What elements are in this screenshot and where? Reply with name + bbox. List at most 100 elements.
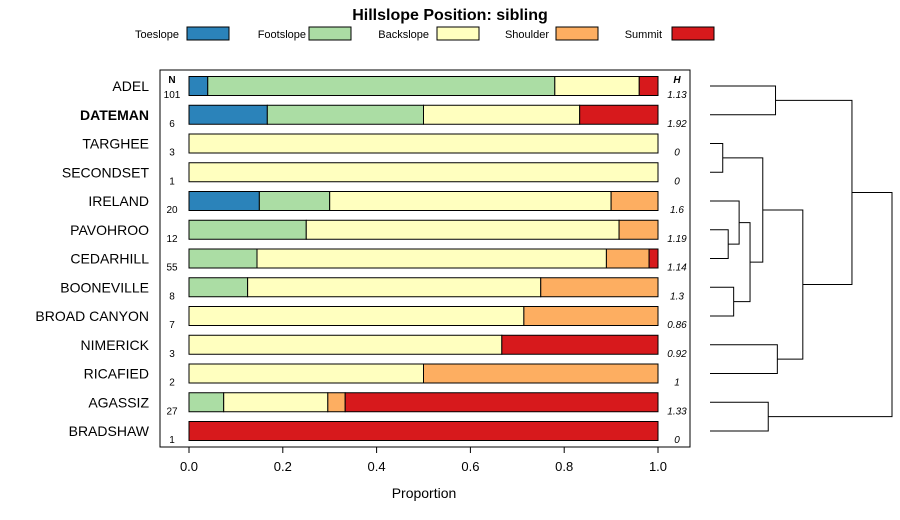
category-label: NIMERICK <box>81 337 150 353</box>
x-tick-label: 0.8 <box>555 459 573 474</box>
h-header: H <box>673 75 681 86</box>
n-count: 20 <box>166 205 178 216</box>
bar-segment-backslope <box>188 363 424 384</box>
dendrogram-branch <box>733 222 751 303</box>
h-value: 1.14 <box>667 263 687 274</box>
row-ireland: IRELAND 20 1.6 <box>88 191 684 216</box>
bar-segment-footslope <box>258 191 331 211</box>
category-label: PAVOHROO <box>70 222 149 238</box>
category-label: CEDARHILL <box>70 251 149 267</box>
dendrogram-branch <box>722 157 764 263</box>
row-broad-canyon: BROAD CANYON 7 0.86 <box>35 306 687 331</box>
category-label: DATEMAN <box>80 107 149 123</box>
h-value: 0.92 <box>667 349 687 360</box>
h-value: 1.6 <box>670 205 684 216</box>
x-axis-label: Proportion <box>392 485 457 501</box>
dendrogram-branch <box>710 286 735 317</box>
n-count: 8 <box>169 291 175 302</box>
bar-segment-shoulder <box>523 306 659 326</box>
category-label: SECONDSET <box>62 164 150 180</box>
h-value: 1.3 <box>670 291 684 302</box>
x-tick-label: 0.0 <box>180 459 198 474</box>
bar-segment-footslope <box>188 392 225 413</box>
bar-segment-backslope <box>188 334 503 355</box>
row-adel: ADEL 101 1.13 <box>112 76 687 101</box>
bar-segment-summit <box>579 104 659 125</box>
legend: Toeslope Footslope Backslope Shoulder Summit <box>135 26 715 41</box>
bar-segment-summit <box>638 76 659 96</box>
n-count: 7 <box>169 320 175 331</box>
h-value: 0.86 <box>667 320 687 331</box>
bar-segment-footslope <box>266 104 424 125</box>
row-agassiz: AGASSIZ 27 1.33 <box>88 392 687 417</box>
legend-swatch-shoulder <box>555 26 599 41</box>
x-axis: 0.0 0.2 0.4 0.6 0.8 1.0 <box>180 447 667 474</box>
bar-segment-footslope <box>188 219 307 240</box>
legend-label-summit: Summit <box>625 29 662 41</box>
row-pavohroo: PAVOHROO 12 1.19 <box>70 219 687 245</box>
legend-swatch-toeslope <box>186 26 230 41</box>
legend-label-shoulder: Shoulder <box>505 29 549 41</box>
category-label: IRELAND <box>88 193 149 209</box>
row-secondset: SECONDSET 1 0 <box>62 162 680 187</box>
row-cedarhill: CEDARHILL 55 1.14 <box>70 248 687 274</box>
row-targhee: TARGHEE 3 0 <box>82 133 680 159</box>
x-tick-label: 1.0 <box>649 459 667 474</box>
legend-label-toeslope: Toeslope <box>135 29 179 41</box>
category-label: BRADSHAW <box>69 423 150 439</box>
bar-segment-toeslope <box>188 104 268 125</box>
n-count: 3 <box>169 349 175 360</box>
bar-segment-backslope <box>188 306 525 326</box>
dendrogram-branch <box>768 191 893 418</box>
bar-segment-backslope <box>247 277 542 298</box>
category-label: ADEL <box>112 78 149 94</box>
h-value: 1 <box>674 378 680 389</box>
category-label: RICAFIED <box>84 366 149 382</box>
n-count: 2 <box>169 378 175 389</box>
x-tick-label: 0.6 <box>461 459 479 474</box>
row-dateman: DATEMAN 6 1.92 <box>80 104 687 130</box>
bar-segment-shoulder <box>540 277 659 298</box>
row-nimerick: NIMERICK 3 0.92 <box>81 334 687 360</box>
n-count: 1 <box>169 176 175 187</box>
bar-segment-footslope <box>207 76 556 96</box>
dendrogram-branch <box>710 344 778 374</box>
plot-frame <box>159 69 691 448</box>
category-label: TARGHEE <box>82 136 149 152</box>
dendrogram-branch <box>710 143 724 173</box>
bar-segment-footslope <box>188 277 249 298</box>
bar-segment-shoulder <box>423 363 659 384</box>
h-value: 1.92 <box>667 119 687 130</box>
bar-segment-toeslope <box>188 191 260 211</box>
n-count: 12 <box>166 234 178 245</box>
h-value: 1.19 <box>667 234 687 245</box>
dendrogram-branch <box>710 200 740 245</box>
row-bradshaw: BRADSHAW 1 0 <box>69 421 680 446</box>
bar-segment-backslope <box>423 104 581 125</box>
chart-title: Hillslope Position: sibling <box>352 7 548 24</box>
n-header: N <box>168 75 175 86</box>
n-count: 6 <box>169 119 175 130</box>
legend-label-backslope: Backslope <box>378 29 429 41</box>
n-count: 27 <box>166 406 178 417</box>
n-count: 55 <box>166 263 178 274</box>
h-value: 0 <box>674 148 680 159</box>
bar-segment-backslope <box>223 392 329 413</box>
bar-segment-toeslope <box>188 76 209 96</box>
category-label: BROAD CANYON <box>35 308 149 324</box>
bar-segment-backslope <box>305 219 620 240</box>
h-value: 0 <box>674 435 680 446</box>
bar-segment-backslope <box>329 191 612 211</box>
bar-segment-backslope <box>554 76 640 96</box>
x-tick-label: 0.4 <box>368 459 386 474</box>
bar-segment-backslope <box>188 162 659 183</box>
h-value: 1.33 <box>667 406 687 417</box>
dendrogram-branch <box>710 229 729 259</box>
bar-segment-backslope <box>256 248 607 269</box>
bar-segment-shoulder <box>610 191 659 211</box>
bar-segment-footslope <box>188 248 258 269</box>
category-label: BOONEVILLE <box>60 279 149 295</box>
dendrogram <box>710 85 893 432</box>
bar-segment-summit <box>188 421 659 441</box>
